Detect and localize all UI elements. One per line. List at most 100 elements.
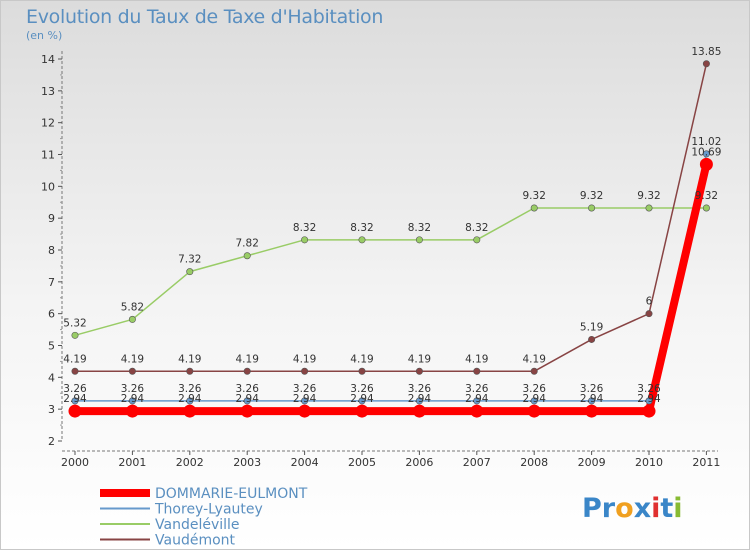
data-point xyxy=(645,310,653,318)
x-tick-label: 2004 xyxy=(291,456,319,469)
data-point xyxy=(473,367,481,375)
data-label: 4.19 xyxy=(350,353,373,365)
data-point xyxy=(301,367,309,375)
data-point xyxy=(585,404,599,418)
data-label: 2.94 xyxy=(236,393,260,405)
data-label: 4.19 xyxy=(121,353,144,365)
data-label: 2.94 xyxy=(350,393,374,405)
axes: 2 3 4 5 6 7 8 9 10 11 12 13 14 2000 2001 2002 2003 2004 20… xyxy=(41,51,720,469)
data-label: 2.94 xyxy=(580,393,604,405)
series-line-0 xyxy=(71,160,711,416)
data-point xyxy=(71,331,79,339)
data-label: 4.19 xyxy=(178,353,201,365)
data-point xyxy=(358,397,366,405)
data-point xyxy=(358,236,366,244)
x-tick-label: 2010 xyxy=(635,456,663,469)
data-label: 2.94 xyxy=(63,393,87,405)
data-point xyxy=(530,204,538,212)
brand-letter: P xyxy=(582,493,602,524)
x-tick-label: 2006 xyxy=(405,456,433,469)
data-point xyxy=(642,404,656,418)
proxiti-text: Proxiti xyxy=(582,493,683,524)
data-label: 8.32 xyxy=(465,222,488,234)
data-label: 2.94 xyxy=(465,393,489,405)
data-point xyxy=(530,367,538,375)
brand-letter: r xyxy=(602,493,616,524)
data-point xyxy=(415,397,423,405)
data-point xyxy=(415,367,423,375)
data-label: 3.26 xyxy=(121,383,145,395)
x-tick-label: 2005 xyxy=(348,456,376,469)
data-label: 3.26 xyxy=(580,383,604,395)
data-label: 3.26 xyxy=(178,383,202,395)
data-point xyxy=(128,367,136,375)
data-label: 4.19 xyxy=(408,353,431,365)
data-point xyxy=(470,404,484,418)
data-label: 5.19 xyxy=(580,321,603,333)
data-point xyxy=(125,404,139,418)
brand-letter: i xyxy=(651,493,660,524)
x-tick-label: 2007 xyxy=(463,456,491,469)
data-label: 9.32 xyxy=(637,190,660,202)
data-point xyxy=(186,397,194,405)
x-tick-label: 2001 xyxy=(118,456,146,469)
y-tick-label: 7 xyxy=(48,276,55,289)
data-point xyxy=(183,404,197,418)
y-tick-label: 10 xyxy=(41,180,55,193)
data-label: 13.85 xyxy=(691,46,721,58)
data-label: 3.26 xyxy=(63,383,87,395)
brand-letter: x xyxy=(634,493,651,524)
data-point xyxy=(702,204,710,212)
data-label: 2.94 xyxy=(178,393,202,405)
data-point xyxy=(71,397,79,405)
data-point xyxy=(301,397,309,405)
data-point xyxy=(71,367,79,375)
data-point xyxy=(243,397,251,405)
y-tick-label: 5 xyxy=(48,340,55,353)
y-tick-label: 6 xyxy=(48,308,55,321)
data-label: 9.32 xyxy=(523,190,546,202)
x-tick-label: 2003 xyxy=(233,456,261,469)
data-point xyxy=(358,367,366,375)
x-tick-label: 2008 xyxy=(520,456,548,469)
legend-label: Vandeléville xyxy=(155,517,240,533)
y-tick-label: 8 xyxy=(48,244,55,257)
data-point xyxy=(68,404,82,418)
data-point xyxy=(702,60,710,68)
data-point xyxy=(415,236,423,244)
y-tick-label: 11 xyxy=(41,149,55,162)
brand-letter: t xyxy=(660,493,673,524)
data-label: 2.94 xyxy=(293,393,317,405)
y-tick-label: 9 xyxy=(48,212,55,225)
data-point xyxy=(588,335,596,343)
series-line-1 xyxy=(74,153,708,402)
data-point xyxy=(699,157,713,171)
y-tick-label: 12 xyxy=(41,117,55,130)
legend-label: Vaudémont xyxy=(155,533,236,549)
y-tick-label: 2 xyxy=(48,435,55,448)
x-tick-label: 2009 xyxy=(578,456,606,469)
chart-title: Evolution du Taux de Taxe d'Habitation xyxy=(26,6,384,28)
data-label: 6 xyxy=(646,296,653,308)
data-label: 5.82 xyxy=(121,301,144,313)
data-label: 3.26 xyxy=(350,383,374,395)
data-point xyxy=(588,397,596,405)
series-lines xyxy=(71,63,711,416)
data-label: 3.26 xyxy=(236,383,260,395)
data-label: 2.94 xyxy=(523,393,547,405)
data-point xyxy=(243,367,251,375)
y-tick-label: 3 xyxy=(48,403,55,416)
data-label: 8.32 xyxy=(408,222,431,234)
data-label: 7.82 xyxy=(236,238,259,250)
data-label: 4.19 xyxy=(523,353,546,365)
data-point xyxy=(355,404,369,418)
chart-unit-label: (en %) xyxy=(26,29,63,42)
data-point xyxy=(301,236,309,244)
series-line-3 xyxy=(74,63,708,373)
data-label: 9.32 xyxy=(695,190,718,202)
data-label: 8.32 xyxy=(293,222,316,234)
brand-letter: o xyxy=(615,493,634,524)
data-label: 3.26 xyxy=(293,383,317,395)
data-point xyxy=(473,236,481,244)
